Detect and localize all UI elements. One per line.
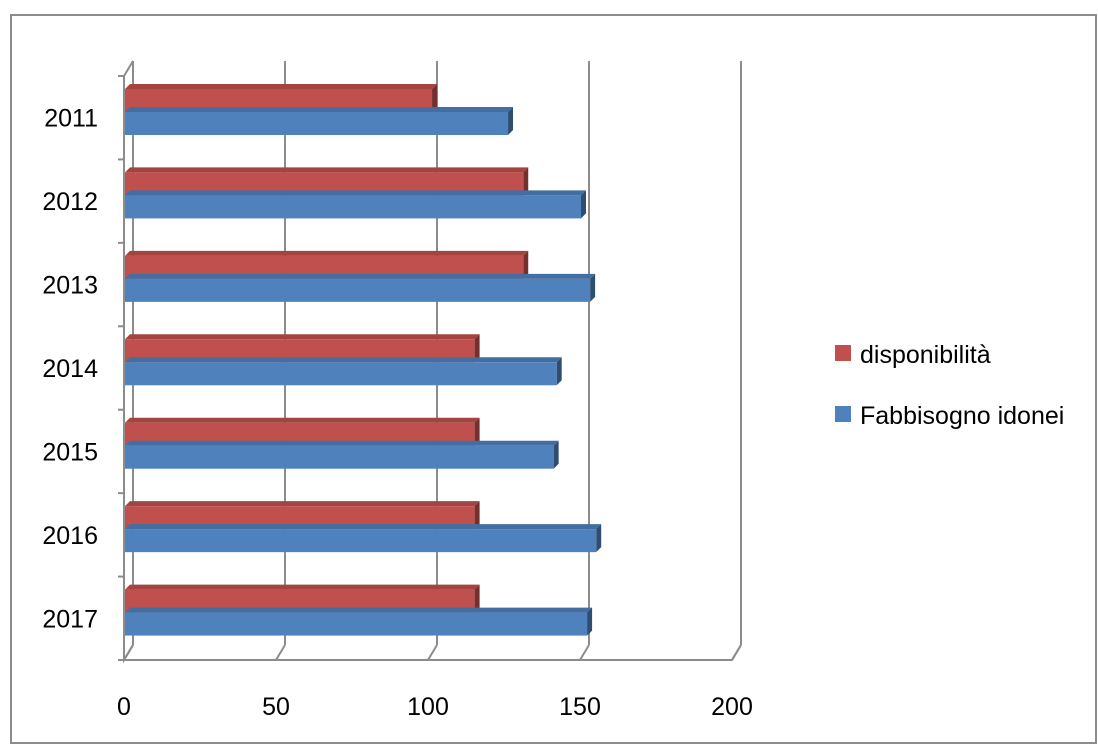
bar-end-face: [474, 334, 480, 363]
bar-front-face: [125, 589, 475, 613]
y-tick-label: 2016: [42, 522, 98, 550]
legend-swatch-fabbisogno-idonei: [835, 406, 851, 422]
bar-front-face: [125, 89, 433, 112]
legend-label-fabbisogno-idonei: Fabbisogno idonei: [860, 402, 1064, 430]
bar-end-face: [553, 440, 559, 469]
legend-label-disponibilita: disponibilità: [860, 341, 991, 369]
bar: [125, 107, 514, 135]
y-tick-label: 2013: [42, 272, 98, 300]
bar: [125, 190, 586, 219]
bar-top-face: [125, 501, 480, 507]
bar-top-face: [125, 584, 480, 590]
bar: [125, 584, 480, 613]
bar-end-face: [587, 607, 593, 636]
bar-front-face: [125, 339, 475, 363]
bar: [125, 417, 480, 446]
bar: [125, 357, 562, 386]
bar-end-face: [523, 250, 529, 279]
legend-item-fabbisogno-idonei: Fabbisogno idonei: [835, 402, 1064, 430]
bar-end-face: [556, 357, 562, 386]
bar-front-face: [125, 362, 557, 386]
bar: [125, 84, 438, 112]
x-tick-label: 100: [407, 693, 449, 721]
bar-end-face: [474, 501, 480, 530]
y-tick-label: 2011: [44, 105, 98, 133]
bar: [125, 501, 480, 530]
bar-front-face: [125, 112, 509, 135]
bar-front-face: [125, 529, 597, 553]
bar-top-face: [125, 440, 559, 446]
floor-gridline: [427, 644, 438, 661]
bar-top-face: [125, 357, 562, 363]
bar: [125, 273, 596, 302]
bar-front-face: [125, 255, 524, 279]
bar-top-face: [125, 607, 593, 613]
bar-front-face: [125, 506, 475, 530]
bar-end-face: [596, 524, 602, 553]
bars: [125, 84, 602, 636]
y-tick-label: 2015: [42, 438, 98, 466]
bar-front-face: [125, 445, 554, 469]
x-tick-label: 0: [117, 693, 131, 721]
bar-top-face: [125, 334, 480, 340]
bar-top-face: [125, 417, 480, 423]
bar-top-face: [125, 167, 529, 173]
legend-swatch-disponibilita: [835, 345, 851, 361]
legend-item-disponibilita: disponibilità: [835, 341, 991, 369]
bar-front-face: [125, 612, 588, 636]
floor-gridline: [275, 644, 286, 661]
bar-end-face: [523, 167, 529, 196]
bar: [125, 167, 529, 196]
bar-front-face: [125, 172, 524, 196]
bar-top-face: [125, 250, 529, 256]
bar-end-face: [432, 84, 438, 112]
bar: [125, 440, 559, 469]
y-tick-label: 2017: [42, 605, 98, 633]
bar: [125, 250, 529, 279]
bar-end-face: [474, 417, 480, 446]
bar-front-face: [125, 422, 475, 446]
bar-front-face: [125, 195, 581, 219]
bar-end-face: [508, 107, 514, 135]
floor-gridline: [731, 644, 742, 661]
y-tick-label: 2014: [42, 355, 98, 383]
floor-gridline: [579, 644, 590, 661]
x-tick-label: 50: [262, 693, 290, 721]
bar-front-face: [125, 278, 591, 302]
x-tick-label: 200: [711, 693, 753, 721]
bar-top-face: [125, 524, 602, 530]
legend: disponibilità Fabbisogno idonei: [835, 341, 1064, 430]
bar-top-face: [125, 190, 586, 196]
x-tick-label: 150: [559, 693, 601, 721]
x-axis-tick-labels: 0 50 100 150 200: [117, 693, 753, 721]
bar: [125, 334, 480, 363]
bar-top-face: [125, 273, 596, 279]
bar-end-face: [590, 273, 596, 302]
y-axis-tick-labels: 2011 2012 2013 2014 2015 2016 2017: [42, 105, 98, 634]
floor-gridline: [123, 644, 134, 661]
bar: [125, 607, 593, 636]
bar: [125, 524, 602, 553]
bar-top-face: [125, 84, 438, 89]
bar-end-face: [474, 584, 480, 613]
bar-end-face: [581, 190, 586, 219]
bar-top-face: [125, 107, 514, 112]
y-tick-label: 2012: [42, 188, 98, 216]
